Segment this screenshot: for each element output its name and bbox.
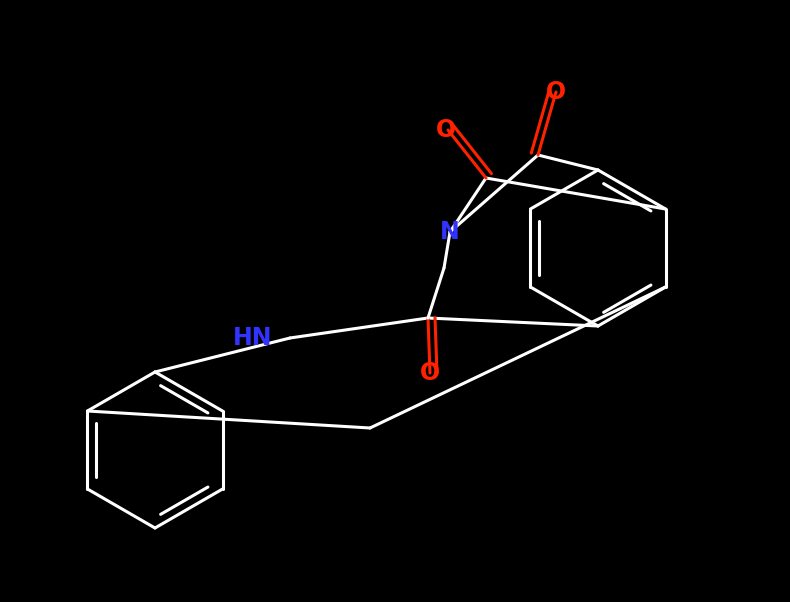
Text: HN: HN xyxy=(232,326,272,350)
Text: O: O xyxy=(546,80,566,104)
Text: O: O xyxy=(420,361,440,385)
Text: O: O xyxy=(436,118,456,142)
Text: N: N xyxy=(440,220,460,244)
